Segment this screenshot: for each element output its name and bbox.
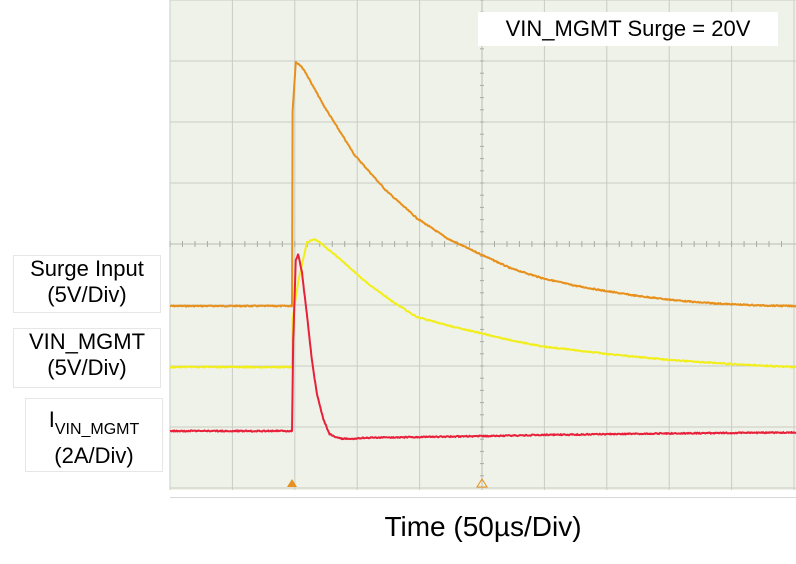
vin-mgmt-label: VIN_MGMT (5V/Div): [13, 328, 161, 388]
scope-background: [170, 0, 796, 490]
i-vin-mgmt-name: IVIN_MGMT: [26, 407, 162, 443]
i-symbol: I: [48, 407, 55, 432]
surge-input-label: Surge Input (5V/Div): [13, 255, 161, 313]
trigger-marker-filled: [287, 479, 297, 487]
i-subscript: VIN_MGMT: [54, 421, 140, 438]
vin-mgmt-name: VIN_MGMT: [28, 329, 146, 354]
i-vin-mgmt-label: IVIN_MGMT (2A/Div): [25, 398, 163, 472]
traces: [169, 60, 796, 441]
trigger-markers: [287, 478, 488, 488]
i-vin-mgmt-scale: (2A/Div): [54, 443, 134, 468]
trace-vin-mgmt: [169, 238, 796, 369]
x-axis-label: Time (50µs/Div): [170, 497, 796, 564]
trace-i-vin-mgmt: [169, 253, 796, 441]
chart-title: VIN_MGMT Surge = 20V: [478, 12, 778, 46]
trigger-marker-outline: [476, 478, 488, 488]
trace-surge input: [169, 60, 796, 308]
surge-input-name: Surge Input: [30, 256, 144, 281]
vin-mgmt-scale: (5V/Div): [47, 355, 127, 380]
surge-input-scale: (5V/Div): [47, 282, 127, 307]
